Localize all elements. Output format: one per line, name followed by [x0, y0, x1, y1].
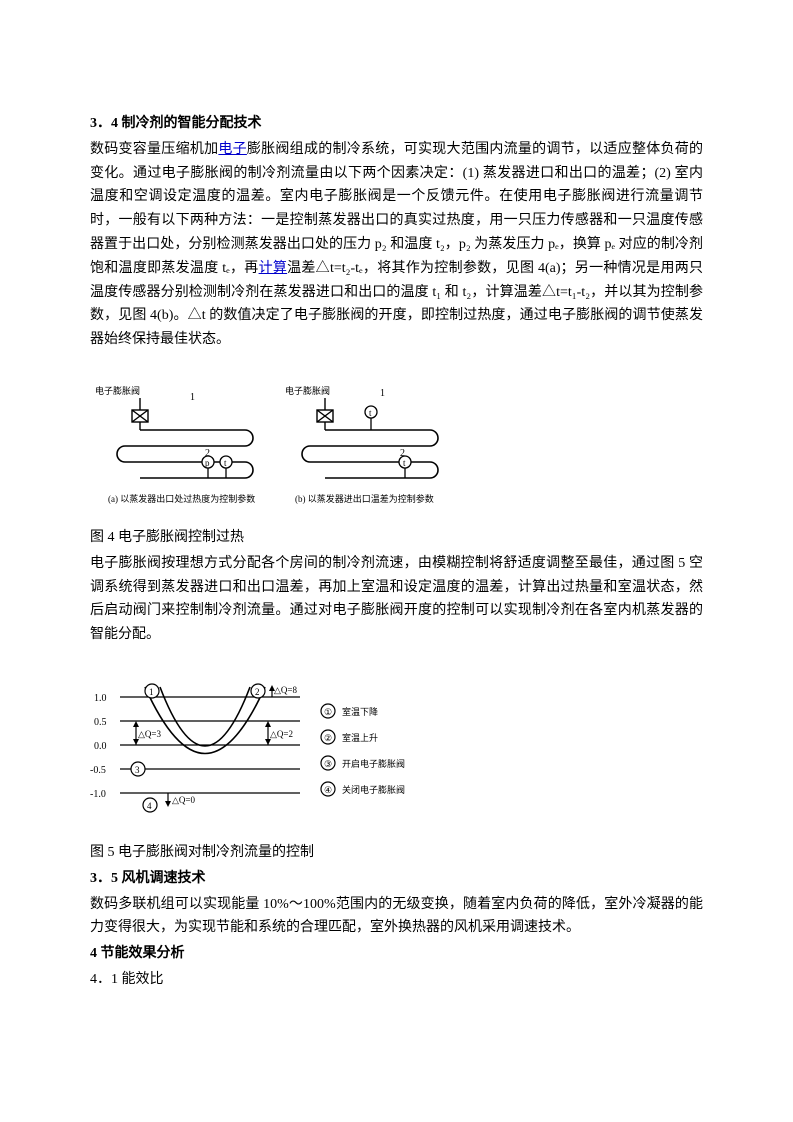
- fig5-ln4: ④: [324, 785, 332, 795]
- figure-4-caption: 图 4 电子膨胀阀控制过热: [90, 526, 703, 550]
- fig5-ln1: ①: [324, 707, 332, 717]
- fig5-dq1: △Q=3: [138, 729, 161, 739]
- figure-5: 1.0 0.5 0.0 -0.5 -1.0 1 2 3 4 △Q=8: [90, 675, 703, 825]
- link-electronic[interactable]: 电子: [218, 142, 247, 157]
- para1-text-b: 膨胀阀组成的制冷系统，可实现大范围内流量的调节，以适应整体负荷的变化。通过电子膨…: [90, 142, 703, 276]
- document-page: 3．4 制冷剂的智能分配技术 数码变容量压缩机加电子膨胀阀组成的制冷系统，可实现…: [0, 0, 793, 1122]
- fig4-right-num1: 1: [380, 388, 385, 399]
- fig5-leg3: 开启电子膨胀阀: [342, 758, 405, 769]
- fig5-ln2: ②: [324, 733, 332, 743]
- fig5-y4: -1.0: [90, 789, 106, 800]
- figure-4: 电子膨胀阀 1 2 p t (a) 以蒸发器出口处过热度为控制参数: [90, 380, 703, 510]
- section-3-4-para2: 电子膨胀阀按理想方式分配各个房间的制冷剂流速，由模糊控制将舒适度调整至最佳，通过…: [90, 552, 703, 647]
- fig5-dq0: △Q=8: [274, 685, 297, 695]
- fig5-y0: 1.0: [94, 693, 107, 704]
- fig5-dq3: △Q=0: [172, 795, 195, 805]
- section-3-4-para1: 数码变容量压缩机加电子膨胀阀组成的制冷系统，可实现大范围内流量的调节，以适应整体…: [90, 138, 703, 352]
- fig4-caption-a: (a) 以蒸发器出口处过热度为控制参数: [108, 493, 255, 504]
- fig4-right-valve-label: 电子膨胀阀: [285, 385, 330, 396]
- fig4-left-valve-label: 电子膨胀阀: [95, 385, 140, 396]
- section-3-4-heading: 3．4 制冷剂的智能分配技术: [90, 112, 703, 136]
- section-3-5-para: 数码多联机组可以实现能量 10%～100%范围内的无级变换，随着室内负荷的降低，…: [90, 893, 703, 941]
- fig5-c3: 3: [135, 765, 140, 775]
- fig5-c1: 1: [149, 687, 154, 697]
- figure-5-svg: 1.0 0.5 0.0 -0.5 -1.0 1 2 3 4 △Q=8: [90, 675, 440, 825]
- fig4-left-p: p: [205, 458, 210, 468]
- fig4-caption-b: (b) 以蒸发器进出口温差为控制参数: [295, 493, 434, 504]
- link-calculate[interactable]: 计算: [259, 261, 288, 276]
- fig5-ln3: ③: [324, 759, 332, 769]
- section-4-heading: 4 节能效果分析: [90, 942, 703, 966]
- fig5-y3: -0.5: [90, 765, 106, 776]
- fig5-leg4: 关闭电子膨胀阀: [342, 784, 405, 795]
- fig5-c2: 2: [255, 687, 260, 697]
- fig5-y2: 0.0: [94, 741, 107, 752]
- fig5-leg2: 室温上升: [342, 732, 378, 743]
- figure-5-caption: 图 5 电子膨胀阀对制冷剂流量的控制: [90, 841, 703, 865]
- fig5-y1: 0.5: [94, 717, 107, 728]
- para1-text-a: 数码变容量压缩机加: [90, 142, 218, 157]
- figure-4-svg: 电子膨胀阀 1 2 p t (a) 以蒸发器出口处过热度为控制参数: [90, 380, 460, 510]
- section-4-1-heading: 4．1 能效比: [90, 968, 703, 992]
- fig5-dq2: △Q=2: [270, 729, 293, 739]
- fig4-left-num1: 1: [190, 392, 195, 403]
- section-3-5-heading: 3．5 风机调速技术: [90, 867, 703, 891]
- fig5-c4: 4: [147, 801, 152, 811]
- fig5-leg1: 室温下降: [342, 706, 378, 717]
